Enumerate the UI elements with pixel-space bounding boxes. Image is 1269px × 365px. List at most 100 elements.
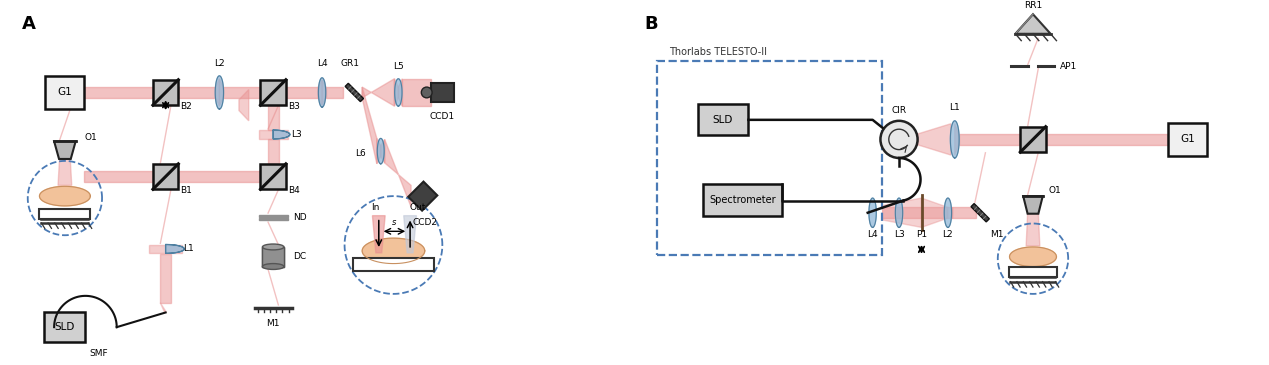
Polygon shape (160, 189, 171, 244)
Text: L6: L6 (355, 149, 365, 158)
Polygon shape (39, 187, 90, 206)
Bar (657, 61, 882, 255)
Polygon shape (385, 139, 411, 207)
Bar (698, 104, 749, 135)
Polygon shape (166, 245, 184, 253)
Polygon shape (971, 204, 990, 222)
Text: B2: B2 (180, 102, 192, 111)
Polygon shape (395, 79, 402, 106)
Polygon shape (148, 245, 183, 253)
Text: L5: L5 (393, 62, 404, 71)
Bar (703, 184, 782, 216)
Polygon shape (85, 87, 152, 98)
Polygon shape (160, 303, 166, 312)
Polygon shape (1028, 152, 1038, 195)
Polygon shape (239, 89, 249, 121)
Text: SMF: SMF (90, 349, 108, 358)
Polygon shape (954, 124, 958, 155)
Text: SLD: SLD (55, 322, 75, 332)
Polygon shape (402, 79, 430, 106)
Polygon shape (319, 80, 322, 105)
Polygon shape (223, 87, 260, 98)
Polygon shape (85, 171, 152, 182)
Text: ND: ND (293, 213, 306, 222)
Polygon shape (362, 79, 395, 106)
Text: G1: G1 (57, 88, 72, 97)
Polygon shape (216, 76, 223, 109)
Polygon shape (286, 87, 319, 98)
Bar (353, 258, 434, 272)
Polygon shape (259, 218, 288, 220)
Polygon shape (268, 105, 279, 130)
Bar (263, 247, 284, 266)
Bar (430, 83, 454, 102)
Polygon shape (268, 189, 279, 214)
Bar (260, 164, 286, 189)
Ellipse shape (263, 244, 284, 250)
Text: L1: L1 (183, 245, 194, 253)
Polygon shape (409, 182, 438, 211)
Bar (39, 209, 90, 219)
Polygon shape (268, 222, 279, 245)
Text: L3: L3 (291, 130, 302, 139)
Ellipse shape (263, 264, 284, 269)
Polygon shape (179, 87, 216, 98)
Polygon shape (377, 138, 381, 164)
Text: B: B (645, 15, 659, 33)
Bar (1009, 268, 1057, 277)
Text: O1: O1 (1048, 186, 1061, 195)
Polygon shape (1027, 214, 1039, 246)
Polygon shape (259, 215, 288, 217)
Text: L3: L3 (893, 230, 905, 239)
Polygon shape (869, 198, 877, 227)
Polygon shape (268, 139, 279, 164)
Bar (260, 80, 286, 105)
Text: L2: L2 (214, 59, 225, 68)
Text: SLD: SLD (713, 115, 733, 125)
Circle shape (881, 121, 917, 158)
Text: DC: DC (293, 252, 306, 261)
Polygon shape (921, 198, 948, 227)
Bar (46, 76, 85, 109)
Polygon shape (1015, 14, 1051, 34)
Text: L2: L2 (943, 230, 953, 239)
Polygon shape (259, 130, 288, 139)
Polygon shape (216, 79, 220, 106)
Polygon shape (362, 238, 425, 264)
Polygon shape (896, 198, 902, 227)
Polygon shape (160, 105, 171, 164)
Text: O1: O1 (85, 133, 98, 142)
Text: s: s (392, 218, 397, 227)
Text: L1: L1 (949, 103, 961, 112)
Polygon shape (917, 124, 950, 155)
Polygon shape (377, 138, 385, 164)
Text: B4: B4 (288, 186, 299, 195)
Bar (1020, 127, 1046, 152)
Text: CIR: CIR (891, 106, 906, 115)
Polygon shape (869, 207, 952, 218)
Text: P1: P1 (916, 230, 928, 239)
Polygon shape (975, 152, 986, 203)
Polygon shape (952, 207, 976, 218)
Text: L4: L4 (317, 59, 327, 68)
Bar (44, 312, 85, 342)
Polygon shape (220, 79, 223, 106)
Polygon shape (372, 216, 386, 253)
Text: Spectrometer: Spectrometer (709, 195, 775, 205)
Text: AP1: AP1 (1061, 62, 1077, 70)
Polygon shape (1028, 68, 1038, 127)
Text: RR1: RR1 (1024, 1, 1042, 10)
Polygon shape (322, 80, 326, 105)
Polygon shape (58, 159, 72, 185)
Polygon shape (60, 109, 70, 141)
Polygon shape (1010, 247, 1057, 266)
Polygon shape (319, 78, 326, 107)
Polygon shape (1046, 134, 1167, 145)
Text: A: A (22, 15, 36, 33)
Polygon shape (381, 139, 385, 163)
Circle shape (421, 87, 431, 98)
Text: G1: G1 (1180, 134, 1195, 145)
Text: In: In (371, 203, 379, 212)
Bar (1167, 123, 1207, 156)
Polygon shape (950, 121, 959, 158)
